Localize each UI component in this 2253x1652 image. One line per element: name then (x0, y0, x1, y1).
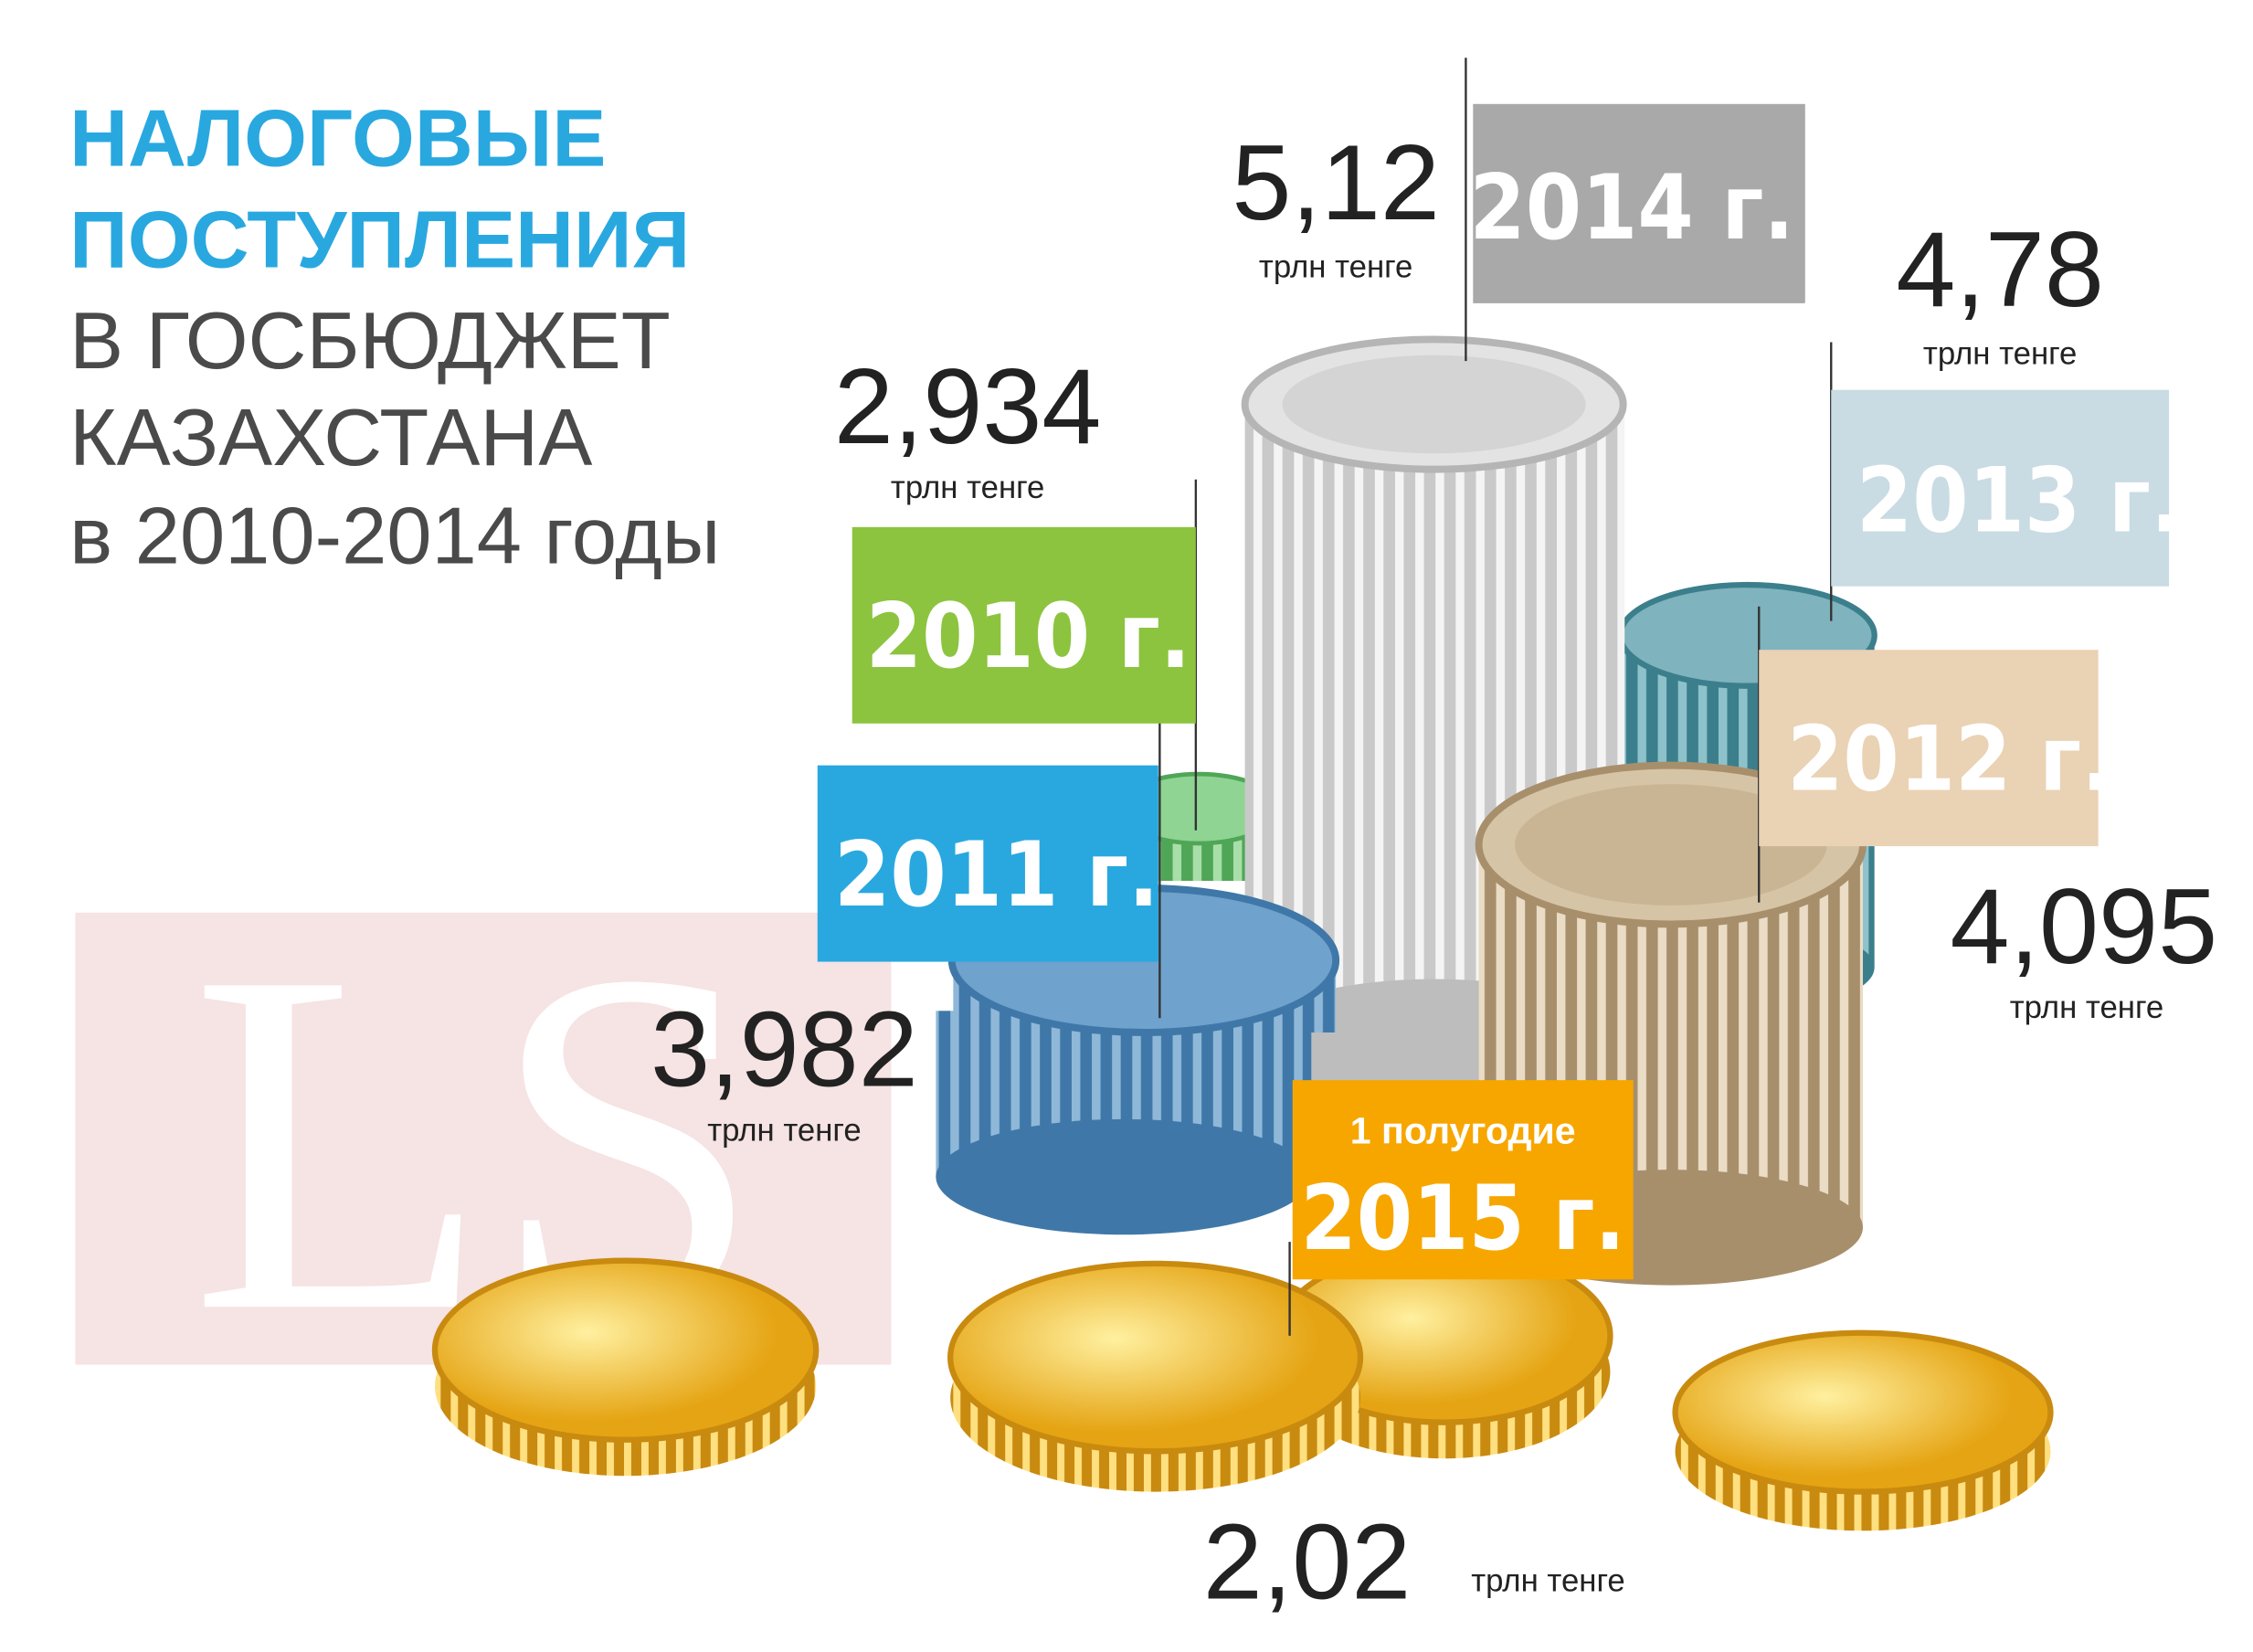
title-line: В ГОСБЮДЖЕТ (69, 295, 671, 386)
year-box (1292, 1080, 1634, 1280)
year-label: 2015 г. (1300, 1167, 1625, 1271)
gold-coin (947, 1260, 1364, 1492)
unit: трлн тенге (1471, 1564, 1624, 1599)
title-line: ПОСТУПЛЕНИЯ (69, 194, 690, 284)
year-label: 2010 г. (866, 585, 1191, 689)
year-label: 2014 г. (1469, 156, 1794, 260)
gold-coin (1672, 1329, 2054, 1531)
year-label: 2013 г. (1856, 450, 2182, 554)
unit: трлн тенге (1259, 249, 1412, 284)
title-line: КАЗАХСТАНА (69, 392, 592, 482)
year-box (1831, 389, 2170, 587)
value: 5,12 (1232, 122, 1440, 242)
year-label: 2012 г. (1787, 707, 2112, 811)
value: 2,934 (834, 346, 1102, 466)
year-box (817, 765, 1158, 962)
unit: трлн тенге (891, 471, 1044, 505)
value: 4,78 (1896, 209, 2104, 329)
unit: трлн тенге (1923, 336, 2077, 371)
year-box (1473, 103, 1805, 303)
title-line: НАЛОГОВЫЕ (69, 93, 606, 184)
value: 2,02 (1203, 1502, 1412, 1622)
period-label: 1 полугодие (1350, 1110, 1576, 1152)
year-box (851, 526, 1196, 724)
coin-stack-2014 (1241, 335, 1627, 1101)
value: 3,982 (651, 989, 918, 1108)
coins (431, 335, 2054, 1531)
gold-coin (431, 1257, 820, 1477)
year-label: 2011 г. (834, 823, 1159, 927)
year-box (1759, 650, 2099, 847)
gold-coin (1275, 1245, 1613, 1459)
title: НАЛОГОВЫЕ ПОСТУПЛЕНИЯ В ГОСБЮДЖЕТ КАЗАХС… (69, 93, 720, 581)
unit: трлн тенге (2010, 990, 2163, 1025)
title-line: в 2010-2014 годы (69, 490, 720, 580)
unit: трлн тенге (707, 1114, 861, 1149)
value: 4,095 (1950, 866, 2217, 986)
